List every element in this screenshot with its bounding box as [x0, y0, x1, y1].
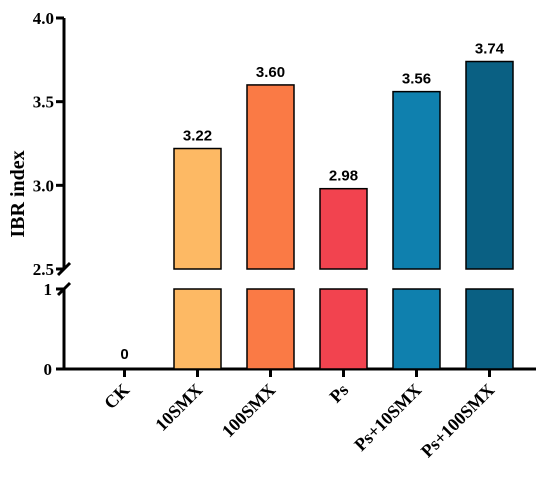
bar — [319, 187, 368, 270]
y-tick-label: 1 — [44, 280, 53, 299]
bar — [465, 288, 514, 370]
y-tick-label: 3.0 — [33, 176, 54, 195]
y-tick-label: 0 — [44, 360, 53, 379]
bar — [465, 60, 514, 270]
y-tick-label: 3.5 — [33, 93, 54, 112]
bar — [392, 90, 441, 270]
category-label: CK — [100, 380, 133, 413]
category-label: Ps+100SMX — [417, 380, 499, 462]
data-label: 0 — [120, 346, 128, 363]
bars — [173, 60, 514, 370]
bar — [392, 288, 441, 370]
labels: 0 CK 3.22 10SMX 3.60 100SMX 2.98 Ps 3.56 Ps+10SMX… — [100, 41, 505, 462]
data-label: 3.22 — [183, 128, 212, 145]
bar — [246, 288, 295, 370]
data-label: 3.74 — [475, 41, 505, 58]
data-label: 3.56 — [402, 71, 431, 88]
bar — [173, 288, 222, 370]
category-label: Ps+10SMX — [350, 380, 425, 455]
y-tick-label: 2.5 — [33, 260, 54, 279]
data-label: 2.98 — [329, 168, 358, 185]
bar — [246, 84, 295, 270]
bar — [319, 288, 368, 370]
bar — [173, 147, 222, 270]
y-axis-title: IBR index — [7, 150, 29, 237]
data-label: 3.60 — [256, 64, 285, 81]
y-tick-label: 4.0 — [33, 9, 54, 28]
category-label: 100SMX — [218, 380, 280, 442]
category-label: 10SMX — [151, 380, 206, 435]
axes: 2.5 3.0 3.5 4.0 0 1 — [33, 9, 536, 379]
category-label: Ps — [325, 380, 352, 407]
